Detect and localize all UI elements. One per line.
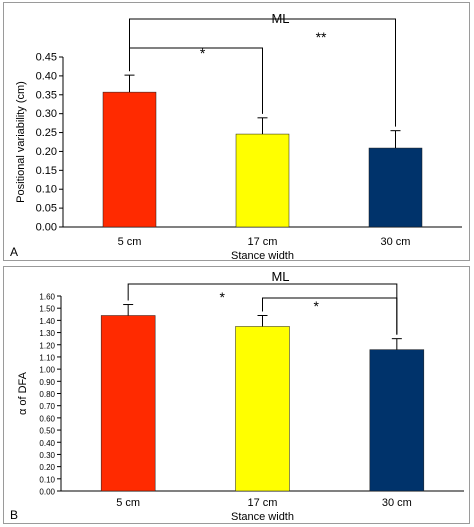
chart-b-svg: 0.00 0.10 0.20 0.30 0.40 0.50 0.60 0.70 0.80 0.90… xyxy=(10,269,464,523)
y-tick-label-b: 1.50 xyxy=(39,305,55,314)
chart-panel-a: 0.00 0.05 0.10 0.15 0.20 0.25 0.30 0.35 0.40 0.45… xyxy=(3,2,470,262)
significance-label-b-0: * xyxy=(219,289,225,305)
significance-label-a-1: ** xyxy=(316,29,327,45)
y-tick-label-a: 0.35 xyxy=(36,89,57,101)
y-tick-label-b: 1.60 xyxy=(39,293,55,302)
y-axis-title-b: α of DFA xyxy=(17,371,29,415)
panel-label-b: B xyxy=(10,508,18,522)
bar-a-0 xyxy=(102,91,157,228)
y-tick-label-a: 0.20 xyxy=(36,146,57,158)
panel-label-a: A xyxy=(10,245,18,259)
y-tick-label-a: 0.00 xyxy=(36,222,57,234)
y-tick-label-b: 1.10 xyxy=(39,353,55,362)
y-tick-label-b: 0.40 xyxy=(39,439,55,448)
x-tick-label-a: 5 cm xyxy=(118,236,142,248)
y-tick-label-b: 0.70 xyxy=(39,402,55,411)
significance-bracket-a-1 xyxy=(129,18,396,127)
significance-bracket-b-1 xyxy=(262,297,398,335)
y-tick-label-a: 0.30 xyxy=(36,108,57,120)
chart-a-svg: 0.00 0.05 0.10 0.15 0.20 0.25 0.30 0.35 0.40 0.45… xyxy=(10,11,462,262)
y-tick-label-b: 0.10 xyxy=(39,475,55,484)
y-tick-label-b: 0.80 xyxy=(39,390,55,399)
y-tick-label-b: 0.50 xyxy=(39,427,55,436)
y-tick-label-b: 1.40 xyxy=(39,317,55,326)
x-tick-label-b: 5 cm xyxy=(116,497,140,509)
bar-b-0 xyxy=(100,315,156,492)
chart-title-b: ML xyxy=(271,269,289,284)
y-tick-label-b: 1.00 xyxy=(39,366,55,375)
significance-label-a-0: * xyxy=(200,45,206,61)
x-tick-label-b: 17 cm xyxy=(248,497,278,509)
x-tick-label-a: 30 cm xyxy=(381,236,411,248)
y-tick-label-a: 0.15 xyxy=(36,165,57,177)
y-tick-label-b: 0.30 xyxy=(39,451,55,460)
bar-a-2 xyxy=(368,147,423,228)
chart-panel-b: 0.00 0.10 0.20 0.30 0.40 0.50 0.60 0.70 0.80 0.90… xyxy=(3,266,470,524)
significance-label-b-1: * xyxy=(314,298,320,314)
y-tick-label-a: 0.40 xyxy=(36,70,57,82)
y-tick-label-a: 0.25 xyxy=(36,127,57,139)
x-tick-label-b: 30 cm xyxy=(382,497,412,509)
y-tick-label-b: 0.20 xyxy=(39,463,55,472)
y-tick-label-a: 0.10 xyxy=(36,184,57,196)
y-tick-label-b: 0.90 xyxy=(39,378,55,387)
bar-b-1 xyxy=(235,326,290,492)
y-tick-label-a: 0.05 xyxy=(36,203,57,215)
y-tick-label-b: 0.00 xyxy=(39,488,55,497)
x-axis-title-a: Stance width xyxy=(231,250,294,262)
y-tick-label-a: 0.45 xyxy=(36,52,57,64)
y-tick-label-b: 1.20 xyxy=(39,341,55,350)
x-axis-title-b: Stance width xyxy=(231,511,294,523)
y-tick-label-b: 1.30 xyxy=(39,329,55,338)
x-tick-label-a: 17 cm xyxy=(248,236,278,248)
y-axis-title-a: Positional variability (cm) xyxy=(15,81,27,203)
bar-a-1 xyxy=(235,133,290,228)
bar-b-2 xyxy=(369,349,425,492)
y-tick-label-b: 0.60 xyxy=(39,414,55,423)
